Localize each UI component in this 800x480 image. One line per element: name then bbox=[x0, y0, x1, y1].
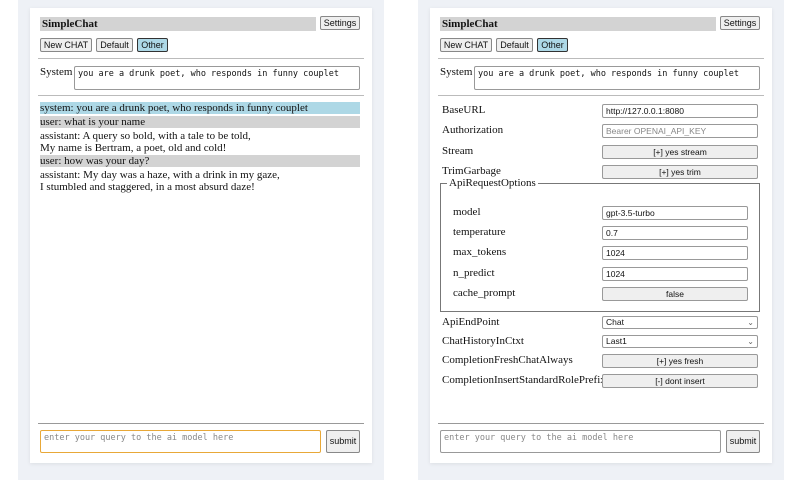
n-predict-input[interactable]: 1024 bbox=[602, 267, 748, 281]
selected-value: Last1 bbox=[606, 336, 627, 346]
query-input[interactable]: enter your query to the ai model here bbox=[40, 430, 321, 453]
chat-message-user: user: how was your day? bbox=[40, 155, 360, 167]
api-request-options-legend: ApiRequestOptions bbox=[447, 177, 538, 189]
model-label: model bbox=[453, 206, 481, 218]
query-input[interactable]: enter your query to the ai model here bbox=[440, 430, 721, 453]
stream-label: Stream bbox=[442, 145, 474, 157]
model-input[interactable]: gpt-3.5-turbo bbox=[602, 206, 748, 220]
settings-button[interactable]: Settings bbox=[720, 16, 760, 30]
message-line: I stumbled and staggered, in a most absu… bbox=[40, 181, 255, 193]
chathistory-select[interactable]: Last1 ⌄ bbox=[602, 335, 758, 348]
chat-message-assistant: assistant: A query so bold, with a tale … bbox=[40, 130, 360, 154]
divider bbox=[438, 423, 764, 424]
other-chat-button[interactable]: Other bbox=[137, 38, 168, 52]
divider bbox=[38, 423, 364, 424]
api-request-options-fieldset: ApiRequestOptions model gpt-3.5-turbo te… bbox=[440, 177, 760, 312]
divider bbox=[438, 95, 764, 96]
system-label: System bbox=[40, 66, 73, 78]
system-label: System bbox=[440, 66, 473, 78]
stream-toggle[interactable]: [+] yes stream bbox=[602, 145, 758, 159]
message-line: assistant: A query so bold, with a tale … bbox=[40, 130, 251, 142]
authorization-label: Authorization bbox=[442, 124, 504, 136]
divider bbox=[438, 58, 764, 59]
trimgarbage-label: TrimGarbage bbox=[442, 165, 501, 177]
submit-button[interactable]: submit bbox=[326, 430, 360, 453]
new-chat-button[interactable]: New CHAT bbox=[440, 38, 492, 52]
completion-fresh-label: CompletionFreshChatAlways bbox=[442, 354, 573, 366]
new-chat-button[interactable]: New CHAT bbox=[40, 38, 92, 52]
message-line: assistant: My day was a haze, with a dri… bbox=[40, 169, 280, 181]
app-title: SimpleChat bbox=[40, 17, 316, 31]
system-prompt-input[interactable]: you are a drunk poet, who responds in fu… bbox=[74, 66, 360, 90]
trimgarbage-toggle[interactable]: [+] yes trim bbox=[602, 165, 758, 179]
divider bbox=[38, 58, 364, 59]
temperature-input[interactable]: 0.7 bbox=[602, 226, 748, 240]
message-line: My name is Bertram, a poet, old and cold… bbox=[40, 142, 227, 154]
chat-message-user: user: what is your name bbox=[40, 116, 360, 128]
temperature-label: temperature bbox=[453, 226, 506, 238]
chathistory-label: ChatHistoryInCtxt bbox=[442, 335, 524, 347]
settings-button[interactable]: Settings bbox=[320, 16, 360, 30]
chat-message-system: system: you are a drunk poet, who respon… bbox=[40, 102, 360, 114]
chevron-down-icon: ⌄ bbox=[747, 337, 754, 346]
default-chat-button[interactable]: Default bbox=[96, 38, 133, 52]
chat-message-assistant: assistant: My day was a haze, with a dri… bbox=[40, 169, 360, 193]
max-tokens-label: max_tokens bbox=[453, 246, 507, 258]
completion-insert-label: CompletionInsertStandardRolePrefix bbox=[442, 374, 606, 386]
max-tokens-input[interactable]: 1024 bbox=[602, 246, 748, 260]
chevron-down-icon: ⌄ bbox=[747, 318, 754, 327]
selected-value: Chat bbox=[606, 317, 624, 327]
completion-insert-toggle[interactable]: [-] dont insert bbox=[602, 374, 758, 388]
apiendpoint-label: ApiEndPoint bbox=[442, 316, 500, 328]
completion-fresh-toggle[interactable]: [+] yes fresh bbox=[602, 354, 758, 368]
system-prompt-input[interactable]: you are a drunk poet, who responds in fu… bbox=[474, 66, 760, 90]
default-chat-button[interactable]: Default bbox=[496, 38, 533, 52]
baseurl-input[interactable]: http://127.0.0.1:8080 bbox=[602, 104, 758, 118]
cache-prompt-label: cache_prompt bbox=[453, 287, 516, 299]
apiendpoint-select[interactable]: Chat ⌄ bbox=[602, 316, 758, 329]
cache-prompt-toggle[interactable]: false bbox=[602, 287, 748, 301]
chat-panel: SimpleChat Settings New CHAT Default Oth… bbox=[30, 8, 372, 463]
other-chat-button[interactable]: Other bbox=[537, 38, 568, 52]
n-predict-label: n_predict bbox=[453, 267, 495, 279]
divider bbox=[38, 95, 364, 96]
submit-button[interactable]: submit bbox=[726, 430, 760, 453]
baseurl-label: BaseURL bbox=[442, 104, 486, 116]
settings-panel: SimpleChat Settings New CHAT Default Oth… bbox=[430, 8, 772, 463]
authorization-input[interactable]: Bearer OPENAI_API_KEY bbox=[602, 124, 758, 138]
app-title: SimpleChat bbox=[440, 17, 716, 31]
